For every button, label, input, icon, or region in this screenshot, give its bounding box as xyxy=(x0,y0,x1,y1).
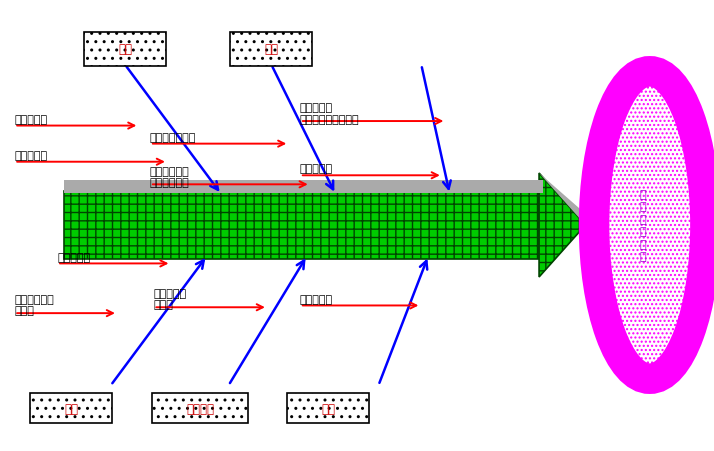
Text: 材料: 材料 xyxy=(64,402,79,414)
Bar xyxy=(230,32,313,66)
Text: 操作经验少: 操作经验少 xyxy=(14,115,47,124)
Text: 施工方法: 施工方法 xyxy=(186,402,214,414)
Text: 混凝土原材大
石块多: 混凝土原材大 石块多 xyxy=(14,294,54,316)
Text: 工作责任心不強: 工作责任心不強 xyxy=(150,133,196,143)
Polygon shape xyxy=(539,174,585,226)
Text: 操作不认真: 操作不认真 xyxy=(14,151,47,161)
Text: 质量意识差，
分工不明确工: 质量意识差， 分工不明确工 xyxy=(150,166,190,188)
Text: 施工缝明显: 施工缝明显 xyxy=(300,164,333,174)
Text: 人员: 人员 xyxy=(118,43,132,56)
Text: 细
部
处
理
不
当: 细 部 处 理 不 当 xyxy=(639,189,646,262)
Text: 环境: 环境 xyxy=(321,402,336,414)
Bar xyxy=(287,393,370,423)
Bar xyxy=(152,393,248,423)
Bar xyxy=(30,393,113,423)
Text: 洞内温差大: 洞内温差大 xyxy=(300,294,333,304)
Bar xyxy=(64,192,539,259)
Bar xyxy=(64,180,543,194)
Polygon shape xyxy=(539,174,585,277)
Text: 止水带安放
不合适: 止水带安放 不合适 xyxy=(154,288,186,310)
Text: 混凝土离析: 混凝土离析 xyxy=(57,252,90,262)
Bar xyxy=(84,32,166,66)
Ellipse shape xyxy=(594,72,705,379)
Text: 运输车太少
堵泵管、间隔时间长: 运输车太少 堵泵管、间隔时间长 xyxy=(300,103,360,124)
Text: 机械: 机械 xyxy=(264,43,278,56)
